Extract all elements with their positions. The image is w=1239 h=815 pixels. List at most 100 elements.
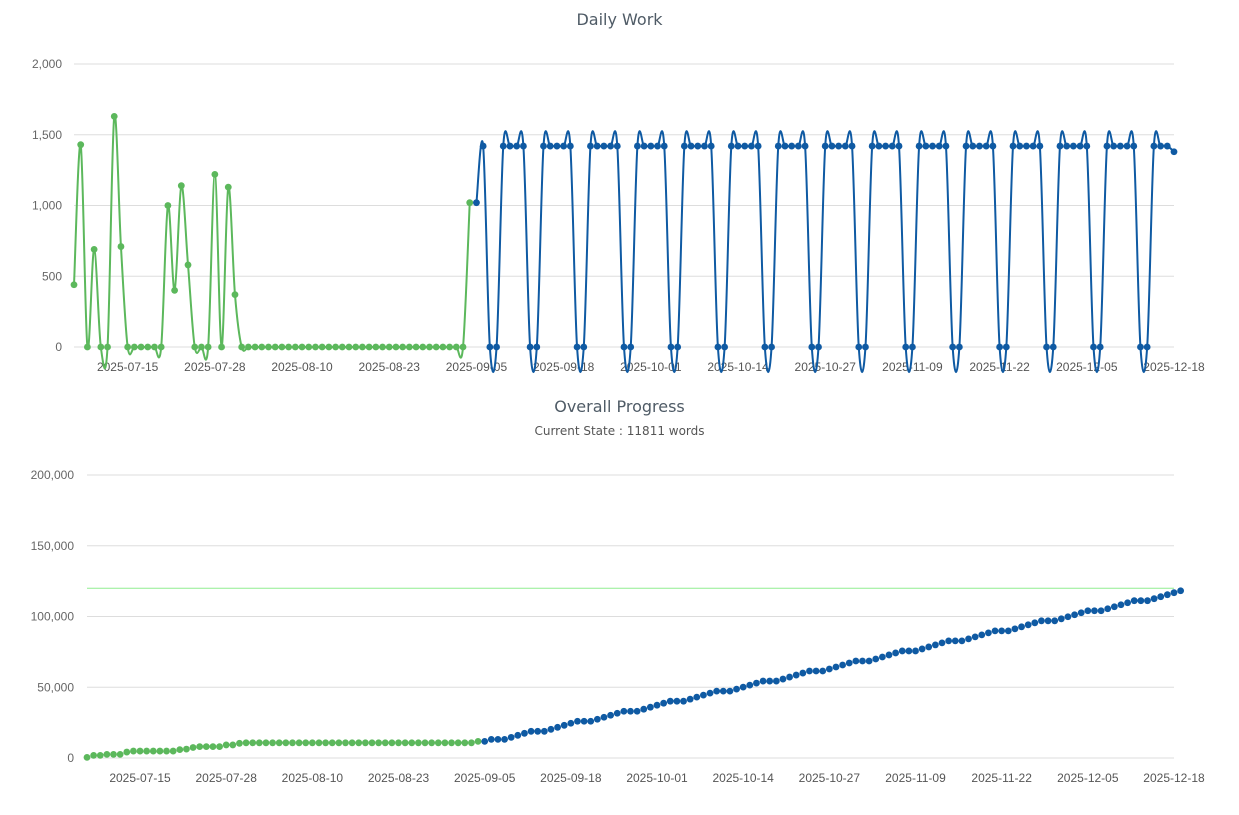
data-point bbox=[839, 661, 846, 669]
data-point bbox=[627, 343, 635, 351]
data-point bbox=[507, 733, 515, 741]
data-point bbox=[942, 142, 950, 150]
data-point bbox=[654, 142, 661, 150]
data-point bbox=[788, 142, 796, 150]
data-point bbox=[868, 142, 876, 150]
y-tick-label: 2,000 bbox=[32, 57, 62, 71]
series-line bbox=[73, 113, 471, 370]
x-tick-label: 2025-12-05 bbox=[1056, 360, 1118, 374]
data-point bbox=[211, 170, 219, 178]
data-point bbox=[338, 343, 346, 351]
overall-progress-chart: Overall Progress Current State : 11811 w… bbox=[0, 390, 1239, 815]
data-point bbox=[761, 343, 769, 351]
data-point bbox=[832, 663, 840, 671]
data-point bbox=[772, 677, 780, 685]
data-point bbox=[474, 737, 482, 745]
data-point bbox=[130, 747, 137, 755]
data-point bbox=[859, 657, 866, 665]
data-point bbox=[701, 142, 708, 150]
x-tick-label: 2025-11-09 bbox=[885, 771, 946, 785]
x-tick-label: 2025-10-01 bbox=[626, 771, 688, 785]
data-point bbox=[892, 649, 900, 657]
data-point bbox=[806, 667, 813, 675]
overall-progress-plot: 0 50,000 100,000 150,000 200,000 2025-07-15 20… bbox=[31, 468, 1205, 785]
data-point bbox=[971, 633, 979, 641]
data-point bbox=[540, 142, 547, 150]
data-point bbox=[255, 739, 263, 747]
x-tick-label: 2025-09-18 bbox=[540, 771, 602, 785]
data-point bbox=[506, 142, 514, 150]
data-point bbox=[753, 679, 760, 687]
x-tick-label: 2025-11-22 bbox=[971, 771, 1032, 785]
data-point bbox=[176, 746, 184, 754]
data-point bbox=[302, 739, 310, 747]
x-tick-label: 2025-10-27 bbox=[795, 360, 857, 374]
data-point bbox=[998, 627, 1006, 635]
data-point bbox=[202, 743, 210, 751]
data-point bbox=[149, 747, 157, 755]
data-point bbox=[258, 343, 266, 351]
x-tick-label: 2025-10-14 bbox=[712, 771, 774, 785]
data-point bbox=[401, 739, 409, 747]
data-point bbox=[533, 343, 541, 351]
data-point bbox=[519, 142, 527, 150]
x-tick-label: 2025-07-15 bbox=[97, 360, 159, 374]
data-point bbox=[799, 669, 807, 677]
data-point bbox=[90, 751, 98, 759]
data-point bbox=[1002, 343, 1010, 351]
data-point bbox=[812, 667, 820, 675]
data-point bbox=[1029, 142, 1037, 150]
data-point bbox=[1056, 142, 1064, 150]
data-point bbox=[821, 142, 829, 150]
data-point bbox=[646, 703, 654, 711]
data-point bbox=[1069, 142, 1077, 150]
data-point bbox=[759, 677, 767, 685]
x-tick-label: 2025-11-09 bbox=[882, 360, 943, 374]
data-point bbox=[487, 735, 495, 743]
data-point bbox=[945, 637, 953, 645]
data-point bbox=[918, 645, 926, 653]
data-point bbox=[1177, 587, 1185, 595]
data-point bbox=[640, 705, 648, 713]
data-point bbox=[938, 639, 946, 647]
data-point bbox=[1130, 142, 1138, 150]
data-point bbox=[466, 199, 474, 207]
data-point bbox=[1011, 625, 1019, 633]
data-point bbox=[951, 637, 959, 645]
data-point bbox=[1170, 589, 1178, 597]
data-point bbox=[1031, 619, 1039, 627]
data-point bbox=[236, 739, 243, 747]
data-point bbox=[421, 739, 429, 747]
data-point bbox=[647, 142, 655, 150]
data-point bbox=[103, 750, 111, 758]
data-point bbox=[949, 343, 957, 351]
data-point bbox=[271, 343, 279, 351]
data-point bbox=[982, 142, 990, 150]
series-line bbox=[475, 130, 1175, 373]
data-point bbox=[399, 343, 407, 351]
data-point bbox=[706, 689, 714, 697]
data-point bbox=[660, 142, 668, 150]
data-point bbox=[1110, 142, 1118, 150]
data-point bbox=[547, 725, 555, 733]
data-point bbox=[554, 723, 561, 731]
data-point bbox=[156, 747, 164, 755]
daily-work-chart: Daily Work 0 500 1,000 1,500 2,000 2025-07-15… bbox=[0, 0, 1239, 390]
data-point bbox=[1157, 142, 1164, 150]
data-point bbox=[666, 697, 674, 705]
chart-subtitle: Current State : 11811 words bbox=[534, 424, 705, 438]
data-point bbox=[308, 739, 316, 747]
y-tick-label: 200,000 bbox=[31, 468, 75, 482]
data-point bbox=[898, 647, 906, 655]
data-point bbox=[183, 745, 190, 753]
data-point bbox=[143, 747, 151, 755]
y-tick-label: 150,000 bbox=[31, 539, 75, 553]
data-point bbox=[218, 343, 225, 351]
data-point bbox=[345, 343, 353, 351]
data-point bbox=[251, 343, 259, 351]
data-point bbox=[468, 739, 475, 747]
data-point bbox=[262, 739, 270, 747]
data-point bbox=[332, 343, 339, 351]
data-point bbox=[748, 142, 755, 150]
data-point bbox=[1150, 142, 1158, 150]
